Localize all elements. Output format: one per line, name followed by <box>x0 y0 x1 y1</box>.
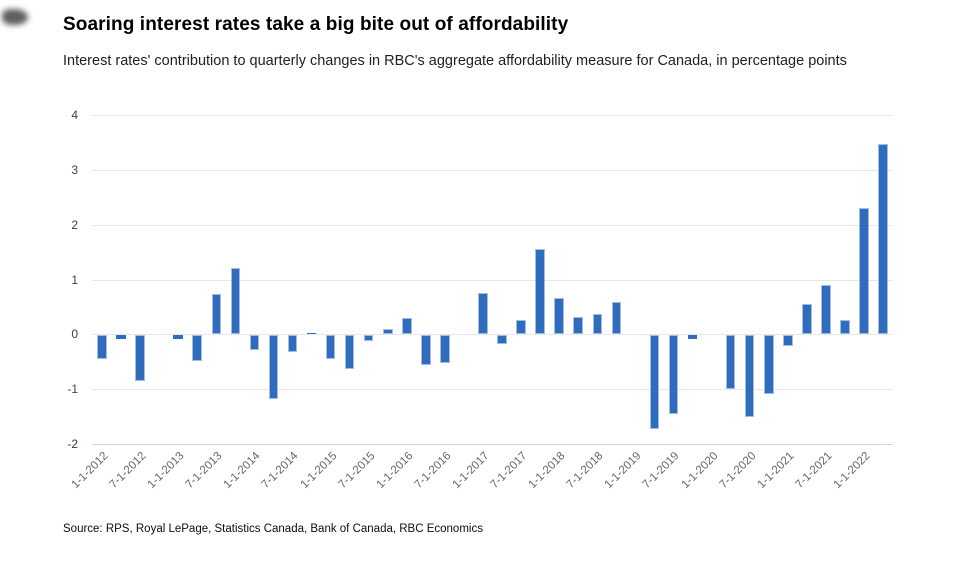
bar-10-1-2017 <box>535 248 545 335</box>
bar-10-1-2018 <box>611 301 622 335</box>
y-tick-label: 1 <box>71 272 78 287</box>
x-tick-label: 7-1-2014 <box>259 450 301 492</box>
gridline-y0 <box>92 334 893 336</box>
bar-7-1-2015 <box>363 335 374 341</box>
bar-7-1-2018 <box>592 314 603 335</box>
x-tick-label: 7-1-2012 <box>107 450 149 492</box>
bar-1-1-2012 <box>97 335 107 360</box>
bar-4-1-2021 <box>802 303 812 335</box>
bar-1-1-2013 <box>173 335 183 339</box>
bar-7-1-2019 <box>668 335 679 414</box>
gridline-y4 <box>92 115 893 116</box>
bar-7-1-2013 <box>211 294 222 335</box>
bar-7-1-2012 <box>135 335 145 382</box>
x-tick-label: 1-1-2020 <box>679 450 721 492</box>
x-tick-label: 1-1-2012 <box>69 450 111 492</box>
source-note: Source: RPS, Royal LePage, Statistics Ca… <box>63 523 483 535</box>
x-tick-label: 1-1-2014 <box>221 450 263 492</box>
y-tick-label: -2 <box>67 437 78 451</box>
gridline-y-1 <box>92 389 893 391</box>
bar-4-1-2015 <box>344 335 355 370</box>
smudge-artifact <box>2 9 28 25</box>
bar-4-1-2013 <box>192 335 203 361</box>
x-tick-label: 1-1-2017 <box>450 450 492 492</box>
y-tick-label: 0 <box>71 327 78 342</box>
bar-4-1-2017 <box>497 335 507 345</box>
bar-7-1-2017 <box>516 319 526 335</box>
bar-1-1-2017 <box>478 293 488 335</box>
x-tick-label: 7-1-2019 <box>640 450 682 492</box>
bar-7-1-2021 <box>821 284 831 335</box>
bar-4-1-2012 <box>116 335 126 340</box>
bar-10-1-2014 <box>306 332 317 335</box>
bar-1-1-2022 <box>859 208 869 335</box>
x-tick-label: 1-1-2018 <box>526 450 568 492</box>
x-tick-label: 7-1-2013 <box>183 450 225 492</box>
y-tick-label: 4 <box>71 108 78 122</box>
bar-4-1-2022 <box>878 144 888 335</box>
bar-10-1-2013 <box>230 267 241 335</box>
x-tick-label: 1-1-2016 <box>374 450 416 492</box>
x-tick-label: 7-1-2015 <box>336 450 378 492</box>
bar-4-1-2020 <box>725 335 736 390</box>
bar-7-1-2020 <box>744 335 755 418</box>
bar-1-1-2016 <box>402 318 412 335</box>
bar-10-1-2015 <box>382 328 393 335</box>
chart-title: Soaring interest rates take a big bite o… <box>63 14 569 35</box>
gridline-y3 <box>92 169 893 171</box>
x-tick-label: 1-1-2015 <box>298 450 340 492</box>
y-tick-label: 2 <box>71 217 78 232</box>
x-tick-label: 7-1-2018 <box>564 450 606 492</box>
bar-4-1-2016 <box>421 335 431 365</box>
chart-subtitle: Interest rates' contribution to quarterl… <box>63 53 847 69</box>
bar-1-1-2014 <box>249 335 260 350</box>
x-axis-baseline <box>92 444 893 445</box>
bar-1-1-2015 <box>325 335 336 360</box>
bar-10-1-2019 <box>687 335 698 339</box>
x-tick-label: 7-1-2016 <box>412 450 454 492</box>
x-tick-label: 1-1-2013 <box>145 450 187 492</box>
bar-4-1-2018 <box>573 316 584 335</box>
bar-7-1-2014 <box>287 335 298 352</box>
x-tick-label: 1-1-2019 <box>602 450 644 492</box>
x-tick-label: 7-1-2020 <box>717 450 759 492</box>
x-tick-label: 1-1-2021 <box>755 450 797 492</box>
bar-4-1-2014 <box>268 335 279 399</box>
gridline-y2 <box>92 224 893 226</box>
bar-10-1-2020 <box>763 335 774 394</box>
x-tick-label: 1-1-2022 <box>831 450 873 492</box>
y-tick-label: -1 <box>67 382 78 397</box>
bar-7-1-2016 <box>440 335 450 364</box>
gridline-y1 <box>92 279 893 281</box>
bar-4-1-2019 <box>649 335 660 429</box>
x-tick-label: 7-1-2021 <box>793 450 835 492</box>
x-tick-label: 7-1-2017 <box>488 450 530 492</box>
y-tick-label: 3 <box>71 162 78 177</box>
bar-10-1-2021 <box>840 320 850 335</box>
bar-1-1-2018 <box>554 297 564 335</box>
bar-1-1-2021 <box>783 335 793 347</box>
